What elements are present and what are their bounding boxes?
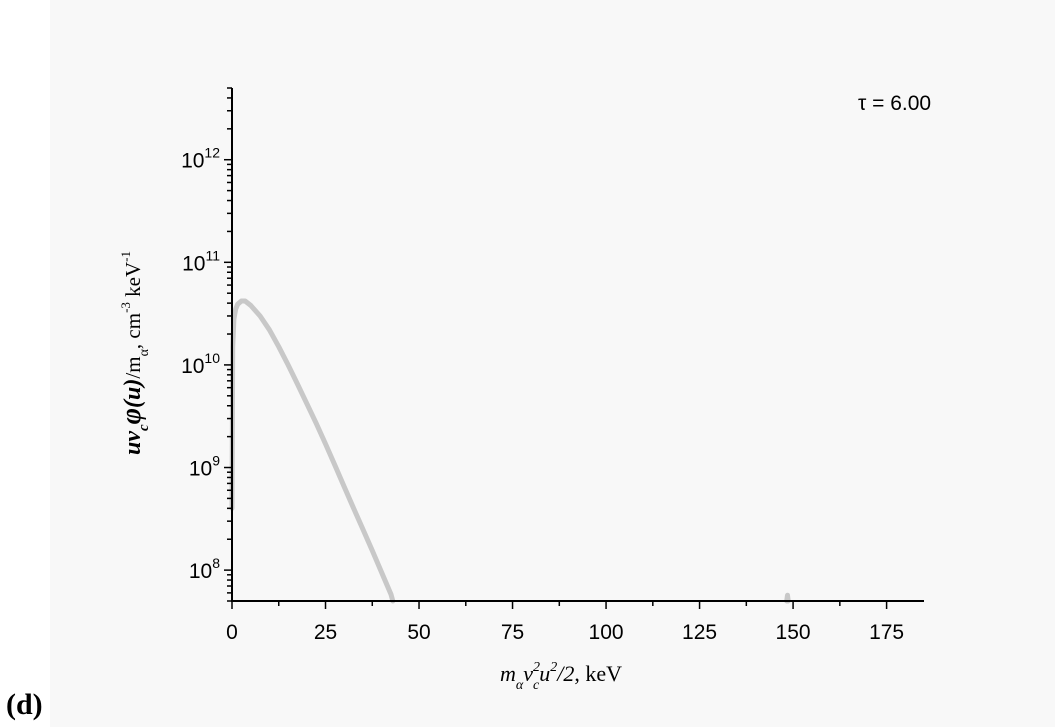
series-line-1	[229, 298, 396, 604]
x-tick-label: 150	[776, 621, 811, 644]
tau-annotation: τ = 6.00	[858, 92, 931, 115]
y-tick-label: 109	[189, 453, 220, 481]
axes-layer	[231, 88, 924, 602]
series-line-2	[784, 592, 791, 604]
left-margin	[0, 0, 50, 727]
y-tick-label: 1012	[181, 145, 220, 173]
y-tick-label: 108	[189, 555, 220, 583]
chart-panel	[50, 0, 1055, 727]
x-tick-label: 0	[226, 621, 238, 644]
x-tick-label: 125	[682, 621, 717, 644]
x-tick-label: 75	[501, 621, 524, 644]
x-tick-label: 100	[589, 621, 624, 644]
y-tick-label: 1011	[182, 247, 220, 275]
x-tick-label: 50	[407, 621, 430, 644]
ticks-layer: 0 25 50 75 100 125 150 175 108 109 1010 1011 1012	[181, 87, 904, 644]
x-tick-label: 175	[869, 621, 904, 644]
data-layer	[229, 298, 791, 604]
panel-label: (d)	[6, 688, 43, 721]
x-tick-label: 25	[314, 621, 337, 644]
y-axis-label: uvcφ(u)/mα, cm-3 keV-1	[116, 251, 152, 455]
y-tick-label: 1010	[181, 350, 220, 378]
x-axis-label: mαv2 cu2/2, keV	[500, 660, 622, 693]
